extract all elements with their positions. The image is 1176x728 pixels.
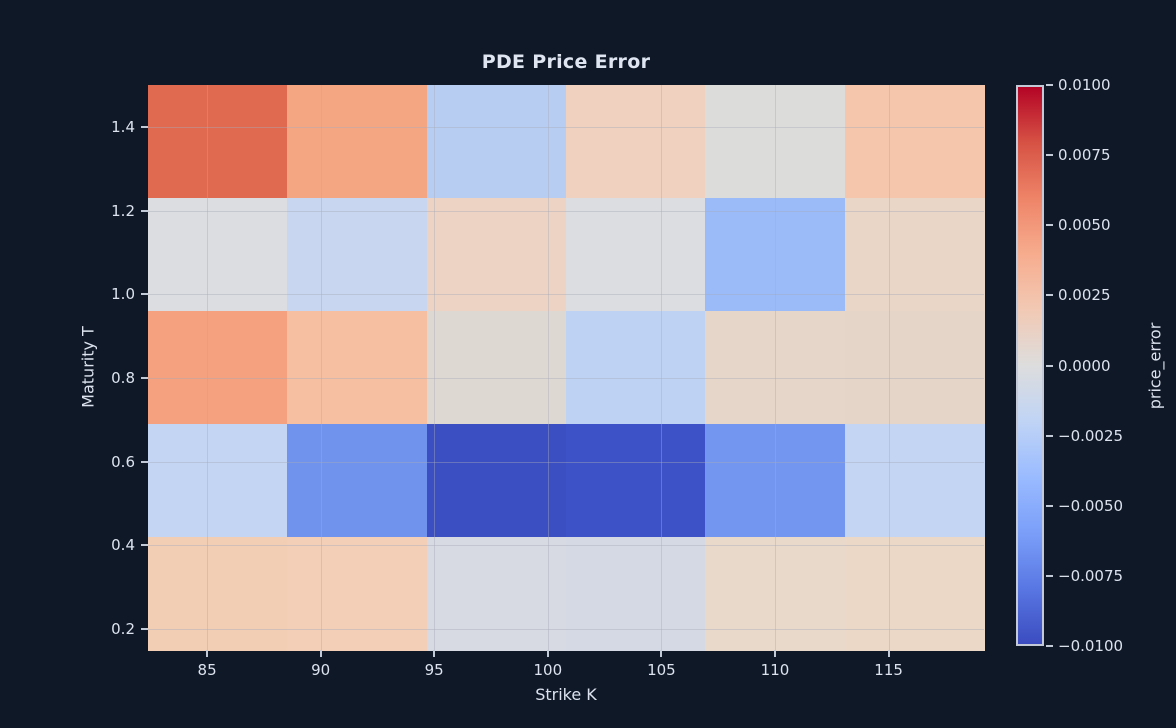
x-tick-mark xyxy=(774,650,776,657)
x-gridline xyxy=(320,85,322,650)
y-gridline xyxy=(148,545,984,547)
y-tick-mark xyxy=(141,460,148,463)
x-gridline xyxy=(434,85,436,650)
colorbar-tick-mark xyxy=(1046,84,1053,86)
heatmap-cell xyxy=(426,311,567,425)
heatmap-cell xyxy=(287,311,428,425)
heatmap-cell xyxy=(426,424,567,538)
heatmap-cell xyxy=(148,537,288,651)
x-gridline xyxy=(661,85,663,650)
heatmap-cell xyxy=(148,85,288,199)
y-gridline xyxy=(148,210,984,212)
colorbar-tick-label: −0.0100 xyxy=(1058,637,1124,655)
y-gridline xyxy=(148,461,984,463)
y-gridline xyxy=(148,126,984,128)
x-gridline xyxy=(547,85,549,650)
colorbar-label: price_error xyxy=(1145,322,1165,410)
heatmap-cell xyxy=(426,198,567,312)
colorbar-tick-label: −0.0025 xyxy=(1058,426,1124,445)
heatmap-cell xyxy=(844,537,985,651)
y-tick-label: 1.4 xyxy=(111,117,135,136)
heatmap-cell xyxy=(566,198,706,312)
colorbar-tick-mark xyxy=(1046,294,1053,297)
x-gridline xyxy=(888,85,890,650)
heatmap-cell xyxy=(705,85,846,199)
y-gridline xyxy=(148,629,984,631)
x-tick-label: 85 xyxy=(197,661,217,679)
heatmap-cell xyxy=(566,537,706,651)
x-tick-label: 110 xyxy=(760,661,790,679)
x-tick-mark xyxy=(433,650,436,657)
heatmap-cell xyxy=(844,424,985,538)
y-tick-label: 0.6 xyxy=(111,452,135,471)
heatmap-cell xyxy=(705,424,846,538)
x-tick-mark xyxy=(319,650,322,657)
heatmap-cell xyxy=(844,85,985,199)
y-tick-label: 0.4 xyxy=(111,536,135,555)
heatmap-cell xyxy=(148,198,288,312)
colorbar-tick-mark xyxy=(1046,504,1053,507)
x-tick-mark xyxy=(546,650,549,657)
y-tick-mark xyxy=(141,209,148,212)
heatmap-cell xyxy=(705,537,846,651)
y-tick-mark xyxy=(141,628,148,631)
x-tick-mark xyxy=(660,650,663,657)
colorbar-tick-mark xyxy=(1046,224,1053,227)
y-tick-label: 0.2 xyxy=(111,620,135,639)
heatmap-cell xyxy=(844,311,985,425)
colorbar-tick-label: −0.0050 xyxy=(1058,496,1124,515)
heatmap-plot-area xyxy=(148,85,985,651)
x-tick-mark xyxy=(206,650,209,657)
y-tick-mark xyxy=(141,125,148,128)
heatmap-cell xyxy=(566,85,706,199)
heatmap-cell xyxy=(844,198,985,312)
heatmap-cell xyxy=(287,85,428,199)
heatmap-cell xyxy=(148,424,288,538)
colorbar-tick-mark xyxy=(1046,434,1053,437)
y-tick-mark xyxy=(141,544,148,547)
colorbar-tick-mark xyxy=(1046,574,1053,577)
y-tick-label: 1.2 xyxy=(111,201,135,220)
colorbar-tick-label: 0.0000 xyxy=(1058,356,1111,375)
x-axis-label: Strike K xyxy=(535,685,597,704)
x-gridline xyxy=(775,85,776,650)
heatmap-cell xyxy=(287,537,428,651)
colorbar-tick-mark xyxy=(1046,364,1053,367)
heatmap-cell xyxy=(426,85,567,199)
y-tick-label: 0.8 xyxy=(111,369,135,387)
colorbar xyxy=(1016,85,1044,646)
y-gridline xyxy=(148,378,984,379)
colorbar-tick-label: 0.0050 xyxy=(1058,216,1111,235)
colorbar-tick-label: 0.0025 xyxy=(1058,286,1111,305)
heatmap-cell xyxy=(287,424,428,538)
x-tick-label: 90 xyxy=(311,661,331,679)
heatmap-cell xyxy=(426,537,567,651)
colorbar-tick-label: 0.0100 xyxy=(1058,76,1111,94)
x-gridline xyxy=(207,85,209,650)
heatmap-cell xyxy=(566,424,706,538)
chart-title: PDE Price Error xyxy=(481,51,651,73)
y-gridline xyxy=(148,294,984,296)
colorbar-tick-label: 0.0075 xyxy=(1058,146,1111,165)
x-tick-label: 95 xyxy=(424,661,444,679)
y-axis-label: Maturity T xyxy=(78,326,98,408)
colorbar-tick-label: −0.0075 xyxy=(1058,566,1124,585)
x-tick-label: 115 xyxy=(874,661,903,679)
heatmap-cell xyxy=(148,311,288,425)
colorbar-tick-mark xyxy=(1046,154,1053,157)
x-tick-mark xyxy=(887,650,890,657)
heatmap-cell xyxy=(705,311,846,425)
y-tick-label: 1.0 xyxy=(111,285,135,304)
y-tick-mark xyxy=(141,377,148,379)
colorbar-tick-mark xyxy=(1046,645,1053,647)
heatmap-cell xyxy=(705,198,846,312)
x-tick-label: 100 xyxy=(533,661,563,679)
x-tick-label: 105 xyxy=(647,661,676,679)
heatmap-cell xyxy=(566,311,706,425)
y-tick-mark xyxy=(141,293,148,296)
heatmap-cell xyxy=(287,198,428,312)
